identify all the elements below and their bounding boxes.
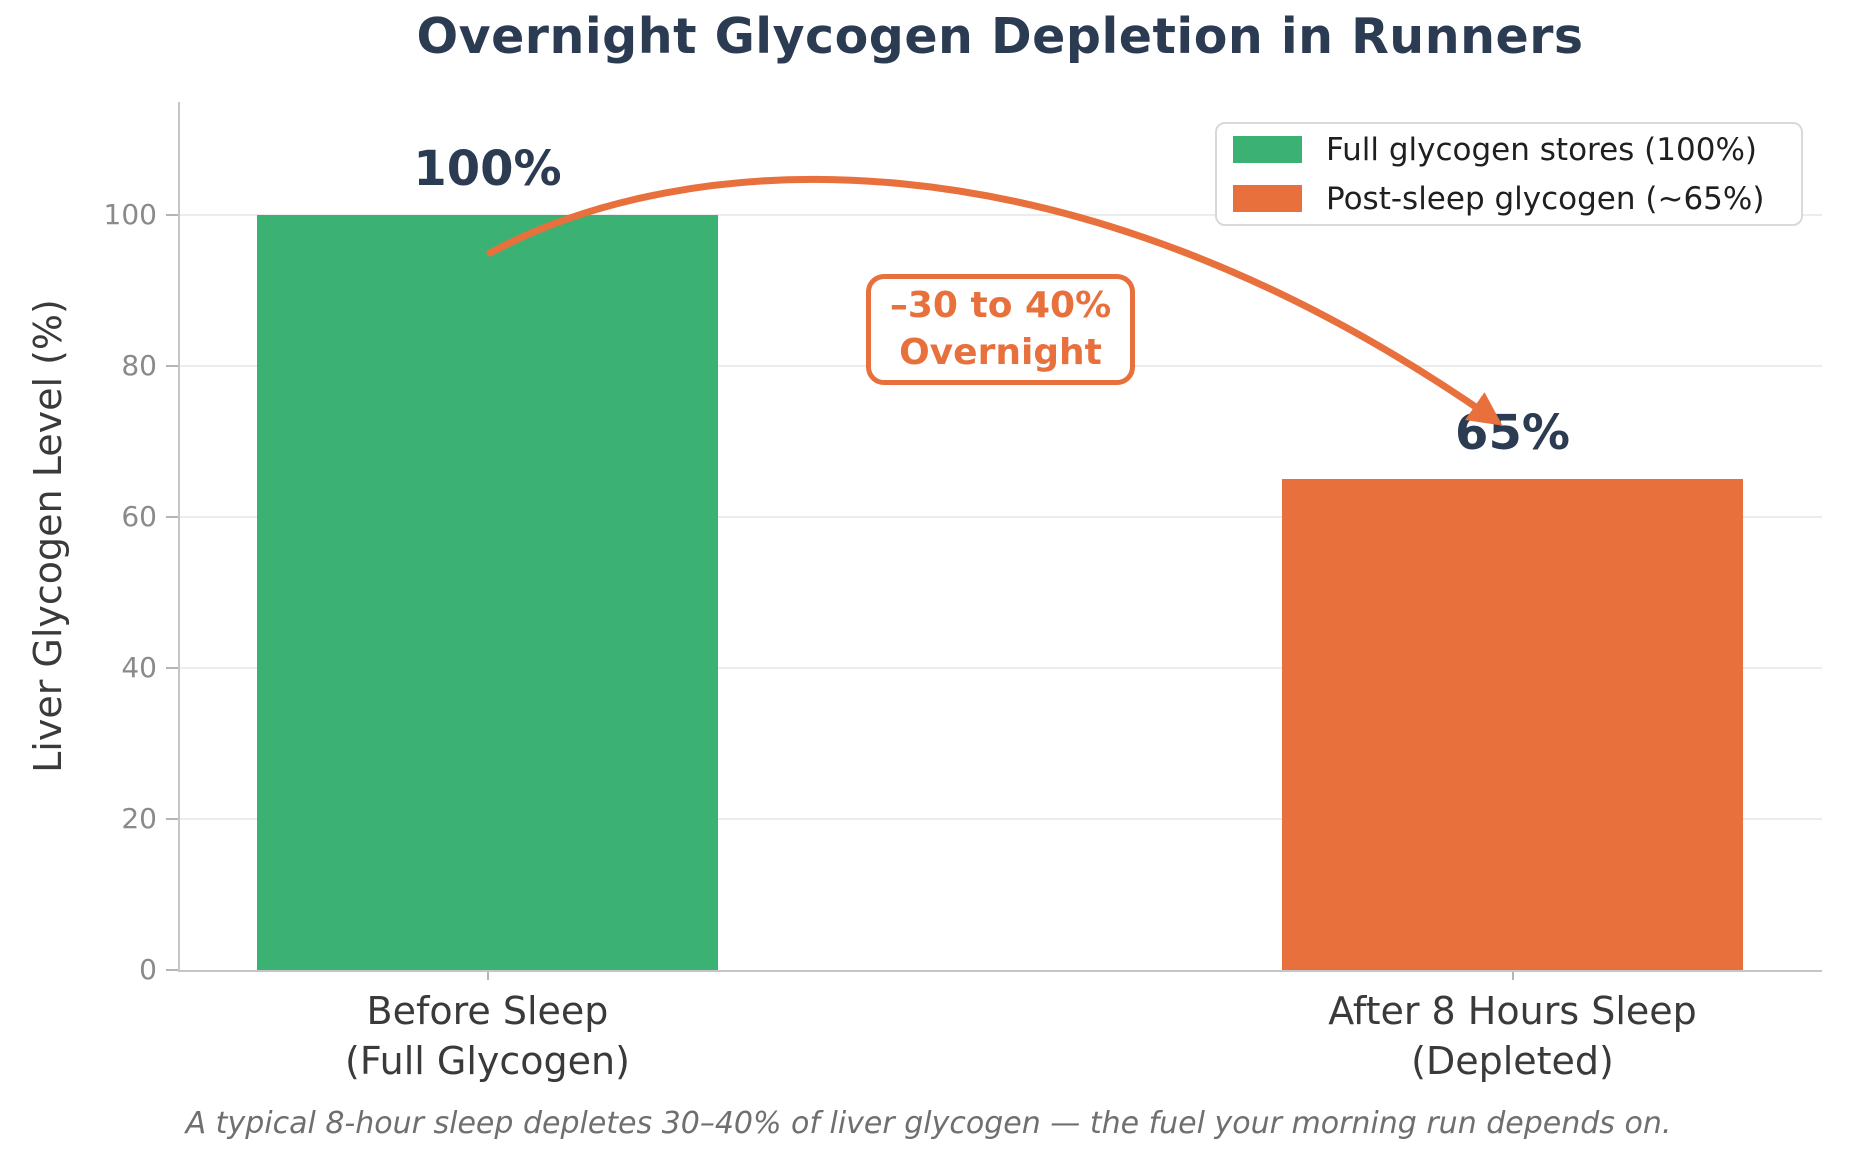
legend-item-post-sleep: Post-sleep glycogen (~65%) xyxy=(1233,181,1785,217)
legend-item-full-glycogen: Full glycogen stores (100%) xyxy=(1233,132,1785,168)
x-tick-label-after-sleep: After 8 Hours Sleep (Depleted) xyxy=(1163,986,1857,1086)
x-axis-spine xyxy=(178,970,1822,972)
x-tick-label-line1: Before Sleep xyxy=(366,989,609,1033)
x-tick-label-line2: (Full Glycogen) xyxy=(345,1039,630,1083)
x-tick-label-before-sleep: Before Sleep (Full Glycogen) xyxy=(138,986,838,1086)
bar-group-after-sleep: 65% After 8 Hours Sleep (Depleted) xyxy=(1282,102,1743,1083)
x-tick-label-line1: After 8 Hours Sleep xyxy=(1328,989,1697,1033)
bar-group-before-sleep: 100% Before Sleep (Full Glycogen) xyxy=(257,102,718,1083)
y-tick-mark xyxy=(166,969,178,971)
bar-value-label-before-sleep: 100% xyxy=(413,141,562,198)
bar-after-sleep xyxy=(1282,479,1743,970)
annotation-line2: Overnight xyxy=(899,331,1102,373)
y-tick-mark xyxy=(166,818,178,821)
y-tick-label: 80 xyxy=(121,349,157,383)
y-tick-label: 20 xyxy=(121,802,157,836)
x-tick-mark xyxy=(1511,972,1514,980)
y-tick-label: 40 xyxy=(121,651,157,685)
y-tick-mark xyxy=(166,365,178,368)
gridline xyxy=(180,818,1822,821)
y-axis-spine xyxy=(178,102,180,972)
y-tick-label: 100 xyxy=(103,198,157,232)
chart-caption: A typical 8-hour sleep depletes 30–40% o… xyxy=(185,1106,1672,1141)
y-tick-mark xyxy=(166,516,178,519)
bar-before-sleep xyxy=(257,215,718,970)
legend-swatch-green xyxy=(1233,136,1302,163)
x-tick-mark xyxy=(486,972,489,980)
y-tick-mark xyxy=(166,667,178,670)
legend: Full glycogen stores (100%) Post-sleep g… xyxy=(1215,122,1803,226)
annotation-line1: –30 to 40% xyxy=(889,285,1112,327)
y-tick-mark xyxy=(166,214,178,217)
annotation-box: –30 to 40% Overnight xyxy=(866,274,1135,385)
x-tick-label-line2: (Depleted) xyxy=(1411,1039,1614,1083)
bar-value-label-after-sleep: 65% xyxy=(1455,405,1570,462)
y-axis-label: Liver Glycogen Level (%) xyxy=(26,299,70,773)
plot-area: 0 20 40 60 80 100 100% Before Sleep (Full Gly… xyxy=(104,102,1822,1083)
legend-label: Full glycogen stores (100%) xyxy=(1326,131,1757,168)
y-tick-label: 0 xyxy=(139,953,157,986)
legend-swatch-orange xyxy=(1233,185,1302,212)
chart-title: Overnight Glycogen Depletion in Runners xyxy=(416,8,1584,65)
y-tick-label: 60 xyxy=(121,500,157,534)
gridline xyxy=(180,516,1822,519)
legend-label: Post-sleep glycogen (~65%) xyxy=(1326,180,1765,217)
gridline xyxy=(180,667,1822,670)
